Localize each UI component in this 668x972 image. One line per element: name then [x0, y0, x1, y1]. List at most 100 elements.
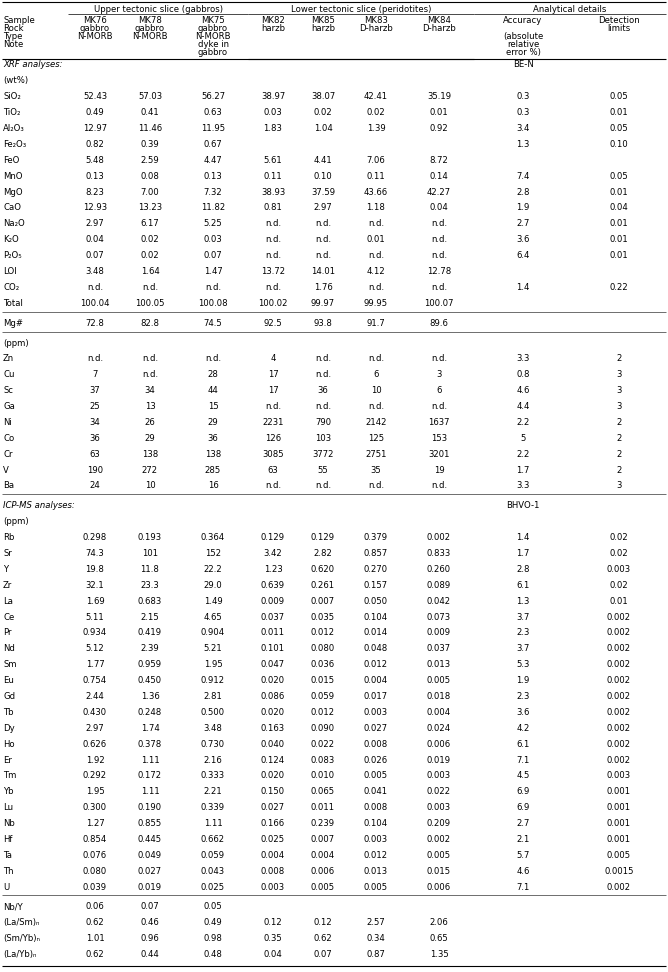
Text: 0.261: 0.261 [311, 581, 335, 590]
Text: 0.002: 0.002 [607, 629, 631, 638]
Text: 0.364: 0.364 [201, 533, 225, 542]
Text: Yb: Yb [3, 787, 13, 796]
Text: 0.02: 0.02 [141, 235, 160, 244]
Text: 12.93: 12.93 [83, 203, 107, 213]
Text: 0.41: 0.41 [141, 108, 160, 118]
Text: 0.012: 0.012 [311, 708, 335, 717]
Text: 2.1: 2.1 [516, 835, 530, 844]
Text: CO₂: CO₂ [3, 283, 19, 292]
Text: Nb: Nb [3, 819, 15, 828]
Text: 4.2: 4.2 [516, 724, 530, 733]
Text: BHVO-1: BHVO-1 [506, 502, 540, 510]
Text: 0.020: 0.020 [261, 677, 285, 685]
Text: 0.67: 0.67 [204, 140, 222, 149]
Text: 36: 36 [90, 434, 100, 443]
Text: 0.006: 0.006 [311, 867, 335, 876]
Text: 2.7: 2.7 [516, 819, 530, 828]
Text: 22.2: 22.2 [204, 565, 222, 573]
Text: 74.5: 74.5 [204, 319, 222, 328]
Text: 55: 55 [317, 466, 329, 474]
Text: CaO: CaO [3, 203, 21, 213]
Text: 4.47: 4.47 [204, 156, 222, 165]
Text: 0.10: 0.10 [313, 172, 333, 181]
Text: 3.4: 3.4 [516, 124, 530, 133]
Text: 5.25: 5.25 [204, 220, 222, 228]
Text: 0.001: 0.001 [607, 803, 631, 813]
Text: 0.13: 0.13 [204, 172, 222, 181]
Text: 1.9: 1.9 [516, 677, 530, 685]
Text: 0.049: 0.049 [138, 850, 162, 860]
Text: 0.02: 0.02 [313, 108, 333, 118]
Text: n.d.: n.d. [315, 402, 331, 411]
Text: n.d.: n.d. [265, 235, 281, 244]
Text: 28: 28 [208, 370, 218, 379]
Text: 0.63: 0.63 [204, 108, 222, 118]
Text: 6.17: 6.17 [141, 220, 160, 228]
Text: Er: Er [3, 755, 12, 765]
Text: 36: 36 [208, 434, 218, 443]
Text: 2.97: 2.97 [86, 724, 104, 733]
Text: 0.002: 0.002 [607, 708, 631, 717]
Text: 0.08: 0.08 [140, 172, 160, 181]
Text: 6.1: 6.1 [516, 581, 530, 590]
Text: (La/Yb)ₙ: (La/Yb)ₙ [3, 950, 37, 959]
Text: 0.04: 0.04 [264, 950, 283, 959]
Text: 0.041: 0.041 [364, 787, 388, 796]
Text: Total: Total [3, 298, 23, 308]
Text: n.d.: n.d. [315, 235, 331, 244]
Text: 0.754: 0.754 [83, 677, 107, 685]
Text: 0.048: 0.048 [364, 644, 388, 653]
Text: 1.36: 1.36 [141, 692, 160, 701]
Text: 0.157: 0.157 [364, 581, 388, 590]
Text: 0.018: 0.018 [427, 692, 451, 701]
Text: n.d.: n.d. [368, 220, 384, 228]
Text: 7.4: 7.4 [516, 172, 530, 181]
Text: 0.083: 0.083 [311, 755, 335, 765]
Text: n.d.: n.d. [315, 355, 331, 364]
Text: 4.5: 4.5 [516, 772, 530, 781]
Text: n.d.: n.d. [205, 283, 221, 292]
Text: 0.193: 0.193 [138, 533, 162, 542]
Text: 0.042: 0.042 [427, 597, 451, 606]
Text: 0.339: 0.339 [201, 803, 225, 813]
Text: 0.027: 0.027 [261, 803, 285, 813]
Text: 0.015: 0.015 [427, 867, 451, 876]
Text: n.d.: n.d. [265, 481, 281, 491]
Text: N-MORB: N-MORB [132, 32, 168, 41]
Text: MK84: MK84 [427, 16, 451, 25]
Text: 0.04: 0.04 [610, 203, 629, 213]
Text: 89.6: 89.6 [430, 319, 448, 328]
Text: 2142: 2142 [365, 418, 387, 427]
Text: 0.009: 0.009 [427, 629, 451, 638]
Text: n.d.: n.d. [265, 251, 281, 260]
Text: 2.21: 2.21 [204, 787, 222, 796]
Text: 34: 34 [90, 418, 100, 427]
Text: D-harzb: D-harzb [359, 24, 393, 33]
Text: 14.01: 14.01 [311, 267, 335, 276]
Text: 2.8: 2.8 [516, 565, 530, 573]
Text: 0.01: 0.01 [367, 235, 385, 244]
Text: 3772: 3772 [312, 450, 334, 459]
Text: ICP-MS analyses:: ICP-MS analyses: [3, 502, 75, 510]
Text: 0.05: 0.05 [204, 902, 222, 912]
Text: 0.059: 0.059 [311, 692, 335, 701]
Text: 3: 3 [436, 370, 442, 379]
Text: 0.10: 0.10 [610, 140, 629, 149]
Text: 0.002: 0.002 [427, 533, 451, 542]
Text: 72.8: 72.8 [86, 319, 104, 328]
Text: 2.2: 2.2 [516, 418, 530, 427]
Text: LOI: LOI [3, 267, 17, 276]
Text: 0.683: 0.683 [138, 597, 162, 606]
Text: 0.02: 0.02 [367, 108, 385, 118]
Text: 0.089: 0.089 [427, 581, 451, 590]
Text: 19: 19 [434, 466, 444, 474]
Text: 3: 3 [617, 481, 622, 491]
Text: 1.04: 1.04 [313, 124, 333, 133]
Text: 0.002: 0.002 [607, 740, 631, 748]
Text: 0.07: 0.07 [313, 950, 333, 959]
Text: 29: 29 [208, 418, 218, 427]
Text: 12.97: 12.97 [83, 124, 107, 133]
Text: 0.300: 0.300 [83, 803, 107, 813]
Text: Pr: Pr [3, 629, 11, 638]
Text: 0.12: 0.12 [264, 919, 283, 927]
